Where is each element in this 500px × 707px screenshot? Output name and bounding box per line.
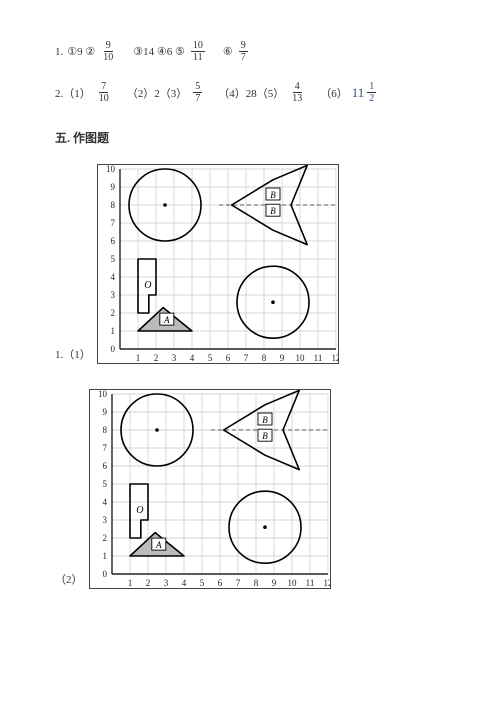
- figure-1-label: 1.（1）: [55, 346, 91, 364]
- svg-text:O: O: [144, 280, 151, 291]
- svg-text:8: 8: [102, 425, 107, 435]
- svg-text:7: 7: [110, 218, 115, 228]
- line2-p3: （6）: [320, 85, 348, 101]
- line2-p1: （2）2（3）: [127, 85, 188, 101]
- svg-text:5: 5: [208, 353, 213, 363]
- svg-text:6: 6: [102, 461, 107, 471]
- svg-text:2: 2: [145, 578, 150, 588]
- svg-text:O: O: [136, 505, 143, 516]
- figure-2-label: （2）: [55, 571, 83, 589]
- svg-text:5: 5: [110, 254, 115, 264]
- svg-text:7: 7: [102, 443, 107, 453]
- svg-text:4: 4: [102, 497, 107, 507]
- svg-text:10: 10: [295, 353, 305, 363]
- svg-text:1: 1: [136, 353, 141, 363]
- svg-text:3: 3: [110, 290, 115, 300]
- svg-text:4: 4: [181, 578, 186, 588]
- svg-text:9: 9: [110, 182, 115, 192]
- svg-text:1: 1: [102, 551, 107, 561]
- line1-frac3: 9 7: [239, 40, 248, 63]
- figure-1-row: 1.（1） 012345678910123456789101112AOBB: [55, 164, 460, 364]
- line1-p3: ⑥: [223, 45, 233, 58]
- svg-text:4: 4: [110, 272, 115, 282]
- svg-text:5: 5: [199, 578, 204, 588]
- svg-text:10: 10: [106, 164, 116, 174]
- line2-prefix: 2.（1）: [55, 85, 91, 101]
- svg-text:7: 7: [235, 578, 240, 588]
- svg-text:8: 8: [253, 578, 258, 588]
- svg-text:7: 7: [244, 353, 249, 363]
- line2-frac2: 5 7: [193, 81, 202, 104]
- svg-text:8: 8: [110, 200, 115, 210]
- section-title: 五. 作图题: [55, 129, 460, 146]
- figure-2-row: （2） 012345678910123456789101112AOBB: [55, 389, 460, 589]
- svg-text:A: A: [155, 540, 162, 550]
- svg-text:9: 9: [280, 353, 285, 363]
- svg-text:0: 0: [110, 344, 115, 354]
- svg-text:9: 9: [102, 407, 107, 417]
- svg-text:10: 10: [287, 578, 297, 588]
- svg-text:B: B: [262, 415, 268, 425]
- svg-text:0: 0: [102, 569, 107, 579]
- svg-text:10: 10: [98, 389, 108, 399]
- svg-text:1: 1: [110, 326, 115, 336]
- svg-text:5: 5: [102, 479, 107, 489]
- line1-p2: ③14 ④6 ⑤: [133, 45, 185, 58]
- line1-frac1: 9 10: [101, 40, 115, 63]
- svg-text:3: 3: [163, 578, 168, 588]
- svg-text:2: 2: [102, 533, 107, 543]
- svg-text:12: 12: [323, 578, 331, 588]
- svg-text:11: 11: [313, 353, 322, 363]
- svg-text:2: 2: [154, 353, 159, 363]
- svg-text:8: 8: [262, 353, 267, 363]
- line2-frac3: 4 13: [290, 81, 304, 104]
- line1-p1: ①9 ②: [67, 45, 95, 58]
- svg-text:B: B: [270, 190, 276, 200]
- svg-text:B: B: [270, 206, 276, 216]
- svg-text:A: A: [163, 315, 170, 325]
- svg-text:B: B: [262, 431, 268, 441]
- svg-text:4: 4: [190, 353, 195, 363]
- answer-line-1: 1. ①9 ② 9 10 ③14 ④6 ⑤ 10 11 ⑥ 9 7: [55, 40, 460, 63]
- svg-text:3: 3: [172, 353, 177, 363]
- svg-text:12: 12: [331, 353, 339, 363]
- svg-text:1: 1: [127, 578, 132, 588]
- grid-chart-1: 012345678910123456789101112AOBB: [97, 164, 339, 364]
- svg-text:6: 6: [226, 353, 231, 363]
- svg-text:11: 11: [305, 578, 314, 588]
- answer-line-2: 2.（1） 7 10 （2）2（3） 5 7 （4）28（5） 4 13 （6）…: [55, 81, 460, 104]
- line2-mixed: 11 1 2: [352, 81, 379, 104]
- line2-p2: （4）28（5）: [218, 85, 284, 101]
- grid-chart-2: 012345678910123456789101112AOBB: [89, 389, 331, 589]
- svg-text:6: 6: [217, 578, 222, 588]
- svg-text:6: 6: [110, 236, 115, 246]
- svg-text:2: 2: [110, 308, 115, 318]
- svg-text:9: 9: [271, 578, 276, 588]
- line1-frac2: 10 11: [191, 40, 205, 63]
- line1-prefix: 1.: [55, 46, 63, 58]
- line2-frac1: 7 10: [97, 81, 111, 104]
- svg-text:3: 3: [102, 515, 107, 525]
